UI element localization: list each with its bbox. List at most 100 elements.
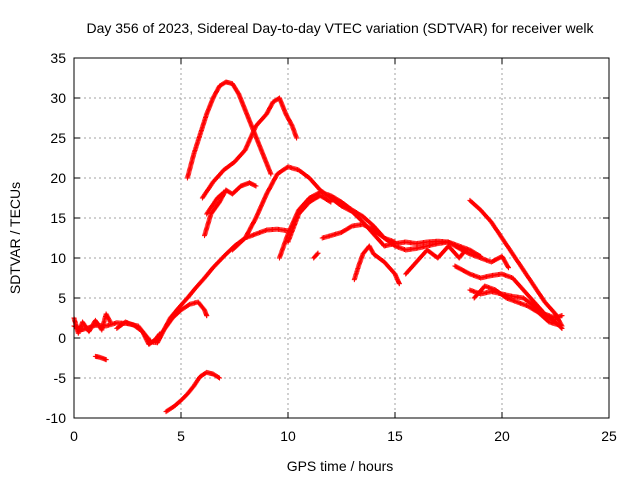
data-point xyxy=(253,183,259,189)
data-point xyxy=(252,216,258,222)
series-dip-left xyxy=(351,243,402,287)
data-point xyxy=(246,138,252,144)
data-point xyxy=(259,201,265,207)
data-point xyxy=(246,139,252,145)
data-point xyxy=(348,224,354,230)
data-point xyxy=(327,198,333,204)
data-point xyxy=(314,251,320,257)
data-point xyxy=(258,204,264,210)
data-point xyxy=(217,375,223,381)
series-main-arc xyxy=(229,164,511,271)
data-point xyxy=(463,247,469,253)
data-point xyxy=(260,199,266,205)
data-point xyxy=(252,125,258,131)
data-point xyxy=(263,193,269,199)
data-point xyxy=(559,323,565,329)
data-point xyxy=(250,129,256,135)
series-late-line xyxy=(467,197,565,329)
data-point xyxy=(249,131,255,137)
data-point xyxy=(245,140,251,146)
data-point xyxy=(294,135,300,141)
x-tick-label: 10 xyxy=(280,428,296,444)
series-tall-peak xyxy=(184,79,274,181)
x-tick-label: 5 xyxy=(177,428,185,444)
y-tick-label: 0 xyxy=(58,330,66,346)
data-point xyxy=(247,136,253,142)
series-dip-right xyxy=(403,243,469,277)
axis-ticks: 0 5 10 15 20 25 -10 -5 0 5 10 15 20 25 30 35 xyxy=(46,50,617,444)
data-point xyxy=(262,194,268,200)
data-point xyxy=(244,142,250,148)
data-point xyxy=(315,250,321,256)
y-tick-label: 20 xyxy=(50,170,66,186)
data-point xyxy=(259,202,265,208)
data-point xyxy=(261,198,267,204)
y-tick-label: 5 xyxy=(58,290,66,306)
data-point xyxy=(221,189,227,195)
series-mid-dash xyxy=(204,189,227,217)
y-tick-label: 25 xyxy=(50,130,66,146)
x-tick-label: 20 xyxy=(494,428,510,444)
data-point xyxy=(245,141,251,147)
data-point xyxy=(328,199,334,205)
y-tick-label: 15 xyxy=(50,210,66,226)
y-tick-label: -5 xyxy=(54,370,67,386)
data-point xyxy=(254,213,260,219)
data-point xyxy=(251,128,257,134)
y-tick-label: 30 xyxy=(50,90,66,106)
data-point xyxy=(260,200,266,206)
data-point xyxy=(505,265,511,271)
y-tick-label: 35 xyxy=(50,50,66,66)
data-point xyxy=(103,357,109,363)
data-point xyxy=(251,126,257,132)
data-point xyxy=(249,132,255,138)
series-small-dash xyxy=(311,250,321,261)
data-point xyxy=(248,133,254,139)
data-point xyxy=(257,206,263,212)
series-right-arc-2 xyxy=(285,193,334,245)
data-point xyxy=(559,313,565,319)
plot-frame xyxy=(73,57,610,419)
y-axis-label: SDTVAR / TECUs xyxy=(7,182,23,294)
data-point xyxy=(289,122,295,128)
data-point xyxy=(478,253,484,259)
y-tick-label: 10 xyxy=(50,250,66,266)
data-point xyxy=(261,197,267,203)
x-tick-label: 25 xyxy=(601,428,617,444)
x-axis-label: GPS time / hours xyxy=(287,458,394,474)
data-point xyxy=(107,318,113,324)
data-point xyxy=(477,253,483,259)
data-markers xyxy=(71,79,565,415)
data-point xyxy=(244,144,250,150)
data-point xyxy=(250,130,256,136)
data-point xyxy=(268,171,274,177)
y-tick-label: -10 xyxy=(46,410,66,426)
data-point xyxy=(262,196,268,202)
series-mid-low-arc xyxy=(152,299,210,345)
data-point xyxy=(107,319,113,325)
data-point xyxy=(243,145,249,151)
data-point xyxy=(235,90,241,96)
series-late-low-2 xyxy=(471,283,565,329)
data-point xyxy=(263,192,269,198)
data-point xyxy=(204,313,210,319)
grid-lines xyxy=(74,58,609,418)
x-tick-label: 0 xyxy=(70,428,78,444)
data-point xyxy=(466,270,472,276)
data-point xyxy=(252,182,258,188)
data-point xyxy=(242,147,248,153)
series-negative-arc xyxy=(163,369,223,415)
series-second-peak xyxy=(199,95,300,201)
data-point xyxy=(220,190,226,196)
series-mid-short xyxy=(202,180,259,239)
data-point xyxy=(253,215,259,221)
data-point xyxy=(247,137,253,143)
data-point xyxy=(256,207,262,213)
data-point xyxy=(254,212,260,218)
data-point xyxy=(505,263,511,269)
data-point xyxy=(253,214,259,220)
data-point xyxy=(255,209,261,215)
data-point xyxy=(255,210,261,216)
data-point xyxy=(243,146,249,152)
